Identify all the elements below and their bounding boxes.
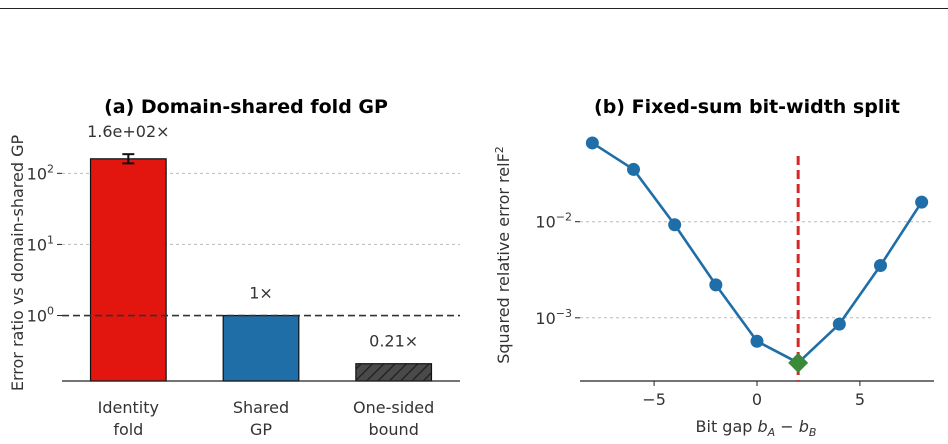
panel-a-bar-1 [222,314,300,382]
panel-b-point-3 [709,278,723,292]
panel-b-ytick-label-1: 10−2 [535,211,572,232]
panel-b-point-4 [750,334,764,348]
panel-b-optimum-diamond [788,352,809,373]
panel-a-ytick-label-2-exp: 2 [47,162,54,175]
panel-b-series-line [591,141,923,365]
panel-a-ytick-label-2: 102 [27,162,54,183]
panel-b-series-points [585,136,929,373]
panel-a-category-line1-2: One-sided [353,398,434,417]
panel-a-ytick-label-0-base: 10 [27,307,47,326]
panel-b: (b) Fixed-sum bit-width split Squared re… [493,96,934,439]
panel-a-bars [89,158,433,382]
panel-a-value-label-0: 1.6e+02× [87,122,169,141]
panel-a-category-line1-1: Shared [233,398,289,417]
panel-b-title: (b) Fixed-sum bit-width split [594,96,900,118]
panel-b-xlabel-sub-a: A [767,426,776,439]
panel-a-ytick-label-1: 101 [27,233,54,254]
panel-b-ylabel: Squared relative error relF2 [493,146,513,364]
panel-b-xlabel-sub-b: B [809,426,817,439]
panel-b-xlabel: Bit gap bA − bB [696,417,817,439]
panel-b-point-1 [627,162,641,176]
panel-b-ylabel-main: Squared relative error relF [494,153,513,364]
panel-b-x-ticks: −5 0 5 [642,381,865,409]
panel-b-xlabel-b2: b [799,417,809,436]
panel-b-xlabel-b: b [758,417,768,436]
panel-a-value-label-2: 0.21× [369,332,418,351]
panel-a-bar-2 [355,363,433,382]
panel-b-ylabel-superscript: 2 [493,146,506,153]
panel-a: (a) Domain-shared fold GP Error ratio vs… [8,96,460,439]
panel-a-category-line2-1: GP [250,420,272,439]
panel-a-category-line2-0: fold [113,420,143,439]
panel-b-ytick-label-1-exp: −2 [556,211,572,224]
panel-b-ytick-label-1-base: 10 [535,213,555,232]
panel-a-ytick-label-0-exp: 0 [47,305,54,318]
panel-b-ytick-label-0-base: 10 [535,309,555,328]
top-rule [0,8,948,9]
panel-b-xlabel-minus: − [775,417,799,436]
panel-a-ylabel: Error ratio vs domain-shared GP [8,135,27,392]
panel-b-xtick-label-1: 0 [752,390,762,409]
panel-a-category-labels: Identity fold Shared GP One-sided bound [98,398,435,439]
panel-a-bar-0 [89,158,167,382]
panel-b-point-6 [832,317,846,331]
panel-b-point-7 [873,259,887,273]
panel-a-title: (a) Domain-shared fold GP [104,96,388,118]
panel-b-y-ticks: 10−310−2 [535,211,580,328]
panel-b-ytick-label-0: 10−3 [535,307,572,328]
panel-b-point-2 [668,218,682,232]
panel-b-ytick-label-0-exp: −3 [556,307,572,320]
panel-b-xlabel-prefix: Bit gap [696,417,758,436]
panel-b-point-8 [915,195,929,209]
panel-a-ytick-label-1-exp: 1 [47,233,54,246]
panel-a-value-labels: 1.6e+02× 1× 0.21× [87,122,418,351]
panel-a-ytick-label-0: 100 [27,305,54,326]
panel-a-ytick-label-1-base: 10 [27,235,47,254]
panel-b-gridlines [580,221,934,319]
panel-a-category-line2-2: bound [368,420,418,439]
panel-a-category-line1-0: Identity [98,398,159,417]
panel-a-ytick-label-2-base: 10 [27,164,47,183]
panel-b-xtick-label-2: 5 [855,390,865,409]
panel-a-error-bars [122,153,135,165]
panel-b-point-0 [585,136,599,150]
panel-a-value-label-1: 1× [249,284,273,303]
panel-b-xtick-label-0: −5 [642,390,666,409]
